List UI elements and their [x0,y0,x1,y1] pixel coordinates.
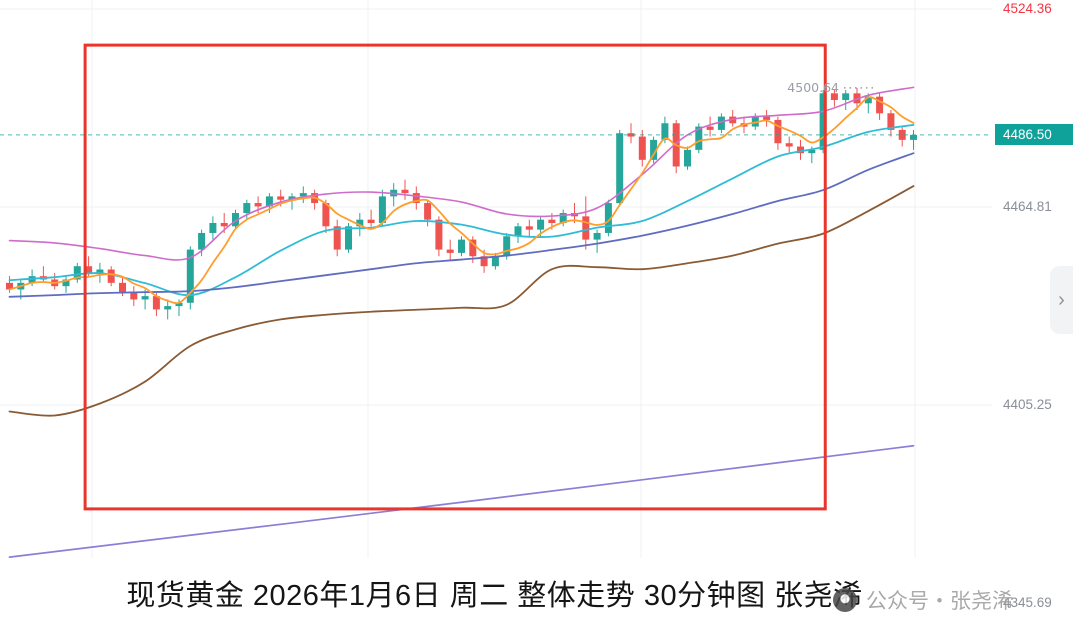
chevron-right-icon: › [1058,289,1065,311]
watermark-text: 公众号・张尧浠 [866,590,1013,613]
price-axis-label: 4464.81 [1003,199,1052,214]
ma-blue [8,152,915,298]
overlay-lines-layer [8,86,915,558]
price-axis-label: 4524.36 [1003,1,1052,17]
candles-layer [6,87,917,320]
sidebar-expand-button[interactable]: › [1050,266,1073,334]
current-price-tag: 4486.50 [995,123,1073,145]
price-axis-label: 4405.25 [1003,397,1052,412]
price-axis[interactable]: 4524.36 4486.50 4464.81 4405.25 4345.69 [995,0,1073,623]
red-annotation-box [83,43,827,511]
grid-layer [0,0,992,558]
chart-caption: 现货黄金 2026年1月6日 周二 整体走势 30分钟图 张尧浠 [126,580,863,612]
longterm-trend-purple [8,444,915,558]
watermark-logo-icon [833,588,857,612]
watermark: 公众号・张尧浠 [833,585,1013,615]
upper-band-magenta [8,86,915,261]
ma-cyan [8,124,915,297]
lower-band-brown [8,185,915,417]
price-axis-label: 4345.69 [1003,595,1052,610]
session-high-label: 4500.64 [787,80,839,95]
ma-orange [8,96,915,305]
